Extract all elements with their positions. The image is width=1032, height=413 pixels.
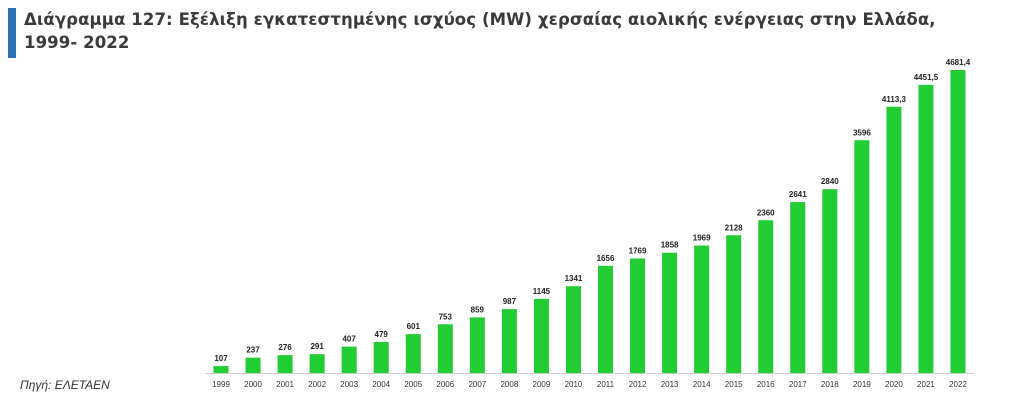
bar-2013 xyxy=(662,252,678,373)
data-label-2005: 601 xyxy=(407,322,421,331)
x-tick-label-2002: 2002 xyxy=(308,380,326,389)
x-tick-label-2010: 2010 xyxy=(565,380,583,389)
data-label-2013: 1858 xyxy=(661,241,679,250)
data-label-2016: 2360 xyxy=(757,208,775,217)
data-label-2000: 237 xyxy=(246,346,260,355)
chart-title-block: Διάγραμμα 127: Εξέλιξη εγκατεστημένης ισ… xyxy=(8,8,1018,58)
bar-2011 xyxy=(598,265,614,373)
data-label-2010: 1341 xyxy=(565,274,583,283)
data-label-2020: 4113,3 xyxy=(882,95,907,104)
data-label-2018: 2840 xyxy=(821,177,839,186)
bar-2010 xyxy=(565,286,581,373)
data-label-1999: 107 xyxy=(214,354,228,363)
chart-title-line-2: 1999- 2022 xyxy=(24,33,130,52)
chart-title: Διάγραμμα 127: Εξέλιξη εγκατεστημένης ισ… xyxy=(24,8,936,54)
title-accent-bar xyxy=(8,8,16,58)
x-tick-label-2006: 2006 xyxy=(436,380,454,389)
x-tick-label-2003: 2003 xyxy=(340,380,358,389)
x-tick-label-2000: 2000 xyxy=(244,380,262,389)
data-label-2006: 753 xyxy=(439,312,453,321)
bar-2018 xyxy=(822,189,838,373)
data-label-2017: 2641 xyxy=(789,190,807,199)
x-tick-label-1999: 1999 xyxy=(212,380,230,389)
data-label-2015: 2128 xyxy=(725,223,743,232)
data-label-2012: 1769 xyxy=(629,247,647,256)
data-label-2009: 1145 xyxy=(533,287,551,296)
bar-2012 xyxy=(630,258,646,373)
data-label-2022: 4681,4 xyxy=(946,58,971,67)
x-tick-label-2001: 2001 xyxy=(276,380,294,389)
bar-1999 xyxy=(213,366,229,373)
data-label-2004: 479 xyxy=(375,330,389,339)
data-label-2001: 276 xyxy=(278,343,292,352)
bar-2008 xyxy=(501,309,517,373)
x-tick-label-2019: 2019 xyxy=(853,380,871,389)
data-label-2007: 859 xyxy=(471,305,485,314)
source-note: Πηγή: ΕΛΕΤΑΕΝ xyxy=(20,378,110,392)
x-tick-label-2005: 2005 xyxy=(404,380,422,389)
bar-2014 xyxy=(694,245,710,373)
bar-2009 xyxy=(533,298,549,373)
x-tick-label-2008: 2008 xyxy=(500,380,518,389)
x-tick-label-2012: 2012 xyxy=(629,380,647,389)
bar-2002 xyxy=(309,354,325,373)
x-tick-label-2022: 2022 xyxy=(949,380,967,389)
bar-2005 xyxy=(405,334,421,373)
x-tick-label-2004: 2004 xyxy=(372,380,390,389)
x-tick-label-2007: 2007 xyxy=(468,380,486,389)
data-label-2008: 987 xyxy=(503,297,517,306)
x-tick-label-2016: 2016 xyxy=(757,380,775,389)
bar-2015 xyxy=(726,235,742,373)
bar-2021 xyxy=(918,84,934,373)
x-tick-label-2009: 2009 xyxy=(533,380,551,389)
x-tick-label-2021: 2021 xyxy=(917,380,935,389)
bar-2000 xyxy=(245,357,261,373)
x-tick-label-2013: 2013 xyxy=(661,380,679,389)
bar-2020 xyxy=(886,106,902,373)
x-tick-label-2015: 2015 xyxy=(725,380,743,389)
x-tick-label-2011: 2011 xyxy=(597,380,615,389)
data-label-2003: 407 xyxy=(342,335,356,344)
x-tick-label-2018: 2018 xyxy=(821,380,839,389)
bar-2016 xyxy=(758,220,774,373)
data-label-2002: 291 xyxy=(310,342,324,351)
data-label-2011: 1656 xyxy=(597,254,615,263)
x-tick-label-2017: 2017 xyxy=(789,380,807,389)
x-tick-label-2020: 2020 xyxy=(885,380,903,389)
bar-2006 xyxy=(437,324,453,373)
data-label-2014: 1969 xyxy=(693,234,711,243)
bar-2004 xyxy=(373,341,389,373)
data-label-2021: 4451,5 xyxy=(914,73,939,82)
bar-2017 xyxy=(790,202,806,373)
data-label-2019: 3596 xyxy=(853,128,871,137)
chart-title-line-1: Διάγραμμα 127: Εξέλιξη εγκατεστημένης ισ… xyxy=(24,10,936,29)
bar-2022 xyxy=(950,70,966,373)
bar-2001 xyxy=(277,355,293,373)
bar-2007 xyxy=(469,317,485,373)
x-tick-label-2014: 2014 xyxy=(693,380,711,389)
bar-2019 xyxy=(854,140,870,373)
bar-2003 xyxy=(341,346,357,373)
